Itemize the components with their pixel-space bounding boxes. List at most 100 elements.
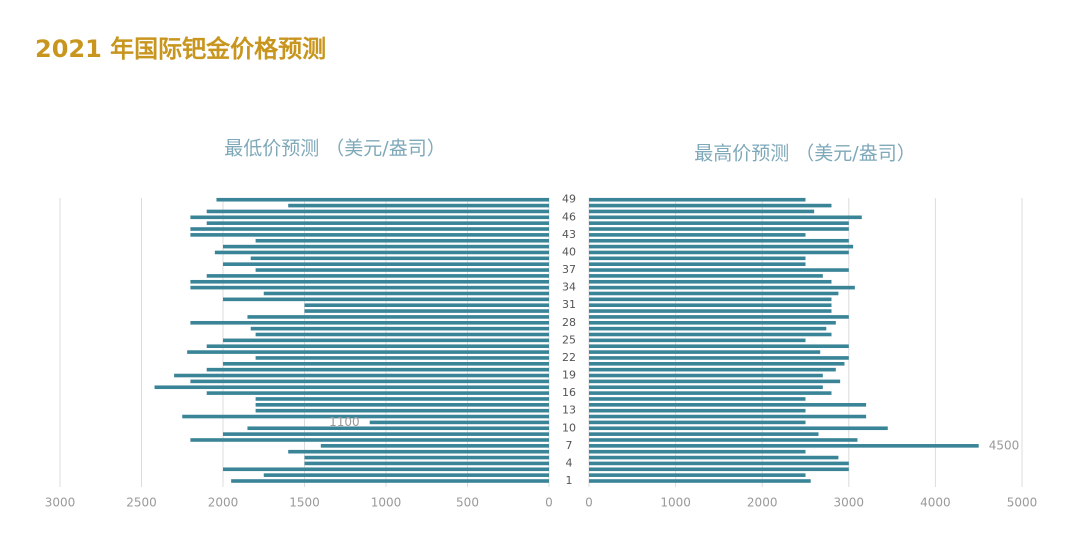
bar [589,250,849,255]
category-label: 4 [566,456,573,469]
bar [223,297,549,302]
bar [206,221,549,225]
bar [589,391,832,395]
bar [589,197,806,202]
bar [589,315,849,319]
bar [589,385,823,390]
bar [223,467,549,472]
bar [223,362,549,366]
bar [589,244,854,249]
bar [589,291,839,296]
bar [589,479,811,483]
bar [589,279,832,284]
category-label: 25 [562,333,576,346]
bar [589,221,849,225]
bar [255,408,549,413]
category-label: 19 [562,369,576,382]
bar [190,233,549,237]
bar [589,356,849,360]
bar [190,320,549,325]
bar [174,373,549,378]
bar [589,449,806,454]
category-label: 22 [562,351,576,364]
data-label: 1100 [329,415,360,429]
bar [589,326,827,331]
x-tick-label: 0 [585,496,593,510]
bar [589,256,806,261]
category-label: 40 [562,245,576,258]
bar [589,438,858,442]
category-label: 16 [562,386,576,399]
bar [263,291,549,296]
x-tick-label: 1500 [289,496,320,510]
bar [589,344,849,349]
x-tick-label: 3000 [834,496,865,510]
bar [247,426,549,431]
bar [589,432,819,436]
bar [589,350,821,354]
bar [589,332,832,337]
category-label: 34 [562,281,576,294]
bar [214,250,549,255]
x-tick-label: 5000 [1007,496,1038,510]
x-tick-label: 1000 [371,496,402,510]
bar [589,303,832,307]
bar [589,408,806,413]
category-label: 10 [562,421,576,434]
x-tick-label: 2000 [747,496,778,510]
bar [304,461,549,466]
category-label: 7 [566,439,573,452]
page-title: 2021 年国际钯金价格预测 [35,35,326,63]
bar [223,244,549,249]
bar [589,362,845,366]
bar [255,397,549,401]
bar [589,373,823,378]
category-label: 46 [562,210,576,223]
bar [589,461,849,466]
bar [589,379,841,384]
bar [589,285,855,290]
x-tick-label: 4000 [920,496,951,510]
bar [589,233,806,237]
x-tick-label: 2500 [126,496,157,510]
bar [255,332,549,337]
category-label: 49 [562,193,576,206]
bar [255,268,549,272]
bar [589,268,849,272]
category-label: 1 [566,474,573,487]
bar [190,215,549,220]
bar [589,367,836,372]
bar [288,203,549,208]
panel-title: 最高价预测 （美元/盎司） [694,143,915,165]
data-label: 4500 [989,438,1020,452]
bar [589,209,815,214]
bar [589,397,806,401]
bar [255,238,549,243]
bar [206,344,549,349]
bar [589,227,849,231]
bar [182,414,549,419]
category-label: 37 [562,263,576,276]
bar [288,449,549,454]
bar [589,262,806,266]
bar [589,274,823,278]
bar [223,338,549,343]
bar [589,309,832,313]
bar [304,455,549,460]
x-tick-label: 2000 [208,496,239,510]
bar [589,426,888,431]
x-tick-label: 1000 [660,496,691,510]
bar [206,391,549,395]
bar [589,420,806,425]
category-label: 28 [562,316,576,329]
bar [589,473,806,477]
bar [216,197,550,202]
bar [589,238,849,243]
bar [320,444,549,448]
bar [589,455,839,460]
bar [190,227,549,231]
x-tick-label: 0 [545,496,553,510]
bar [589,444,979,448]
bar [247,315,549,319]
bar [154,385,550,390]
